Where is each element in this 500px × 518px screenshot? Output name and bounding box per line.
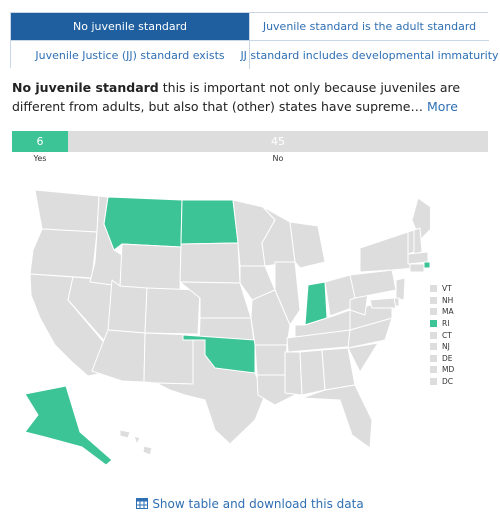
legend-swatch [430,354,437,362]
legend-item-md[interactable]: MD [430,364,454,376]
legend-item-ri[interactable]: RI [430,318,454,330]
state-nj[interactable] [395,277,406,301]
bar-labels: Yes No [12,154,488,163]
state-wy[interactable] [119,243,182,292]
legend-label: MA [442,307,454,317]
state-wa[interactable] [34,189,100,233]
small-states-legend: VT NH MA RI CT NJ DE MD DC [430,283,454,387]
no-segment[interactable]: 45 [68,131,488,152]
state-sd[interactable] [179,242,241,284]
state-sc[interactable] [347,342,379,373]
state-pa[interactable] [349,269,397,299]
legend-label: RI [442,319,450,329]
state-hi[interactable] [119,429,153,456]
legend-swatch [430,308,437,316]
show-table-label: Show table and download this data [152,497,364,511]
more-link[interactable]: More [426,99,458,114]
legend-label: NH [442,295,454,305]
tab-juvenile-adult-standard[interactable]: Juvenile standard is the adult standard [250,13,489,41]
state-ar[interactable] [254,344,288,376]
legend-item-de[interactable]: DE [430,353,454,365]
state-or[interactable] [29,228,98,279]
legend-label: MD [442,365,455,375]
state-ms[interactable] [284,351,303,396]
state-fl[interactable] [301,384,373,449]
legend-label: NJ [442,342,450,352]
legend-swatch [430,331,437,339]
us-state-map [24,189,430,466]
legend-item-vt[interactable]: VT [430,283,454,295]
yes-label: Yes [33,154,47,163]
state-ga[interactable] [321,347,356,391]
state-nm[interactable] [143,332,194,385]
state-ri[interactable] [423,261,430,269]
no-label: No [272,154,284,163]
legend-swatch [430,378,437,386]
legend-item-ct[interactable]: CT [430,329,454,341]
state-ak[interactable] [24,385,113,466]
filter-tabs: No juvenile standard Juvenile standard i… [10,12,499,69]
state-il[interactable] [274,261,301,326]
yes-count: 6 [36,135,44,148]
no-count: 45 [271,135,285,148]
state-nd[interactable] [180,199,239,245]
state-ny[interactable] [359,231,416,273]
state-vt[interactable] [407,229,415,255]
description-title: No juvenile standard [12,80,159,95]
legend-label: DC [442,377,454,387]
state-ut[interactable] [107,279,148,334]
legend-swatch [430,343,437,351]
state-tx[interactable] [155,339,266,445]
state-mt[interactable] [103,196,183,251]
state-ct[interactable] [409,263,425,273]
table-icon [136,498,149,509]
legend-item-nh[interactable]: NH [430,295,454,307]
show-table-link[interactable]: Show table and download this data [0,497,500,511]
state-al[interactable] [299,349,326,396]
legend-label: VT [442,284,452,294]
legend-label: CT [442,330,452,340]
legend-swatch [430,366,437,374]
tab-jj-developmental-immaturity[interactable]: JJ standard includes developmental immat… [240,41,499,69]
state-nh[interactable] [413,227,423,255]
legend-label: DE [442,353,453,363]
legend-swatch [430,285,437,293]
description-text: this is important not only because juven… [12,80,461,114]
legend-swatch [430,296,437,304]
description: No juvenile standard this is important n… [12,78,490,116]
state-mi[interactable] [289,221,326,269]
state-co[interactable] [144,287,201,335]
yes-no-bar: 6 45 [12,131,488,152]
legend-item-ma[interactable]: MA [430,306,454,318]
legend-item-nj[interactable]: NJ [430,341,454,353]
tab-jj-standard-exists[interactable]: Juvenile Justice (JJ) standard exists [11,41,250,69]
tab-no-juvenile-standard[interactable]: No juvenile standard [11,13,250,41]
legend-swatch [430,320,437,328]
legend-item-dc[interactable]: DC [430,376,454,388]
state-md[interactable] [369,297,397,309]
yes-segment[interactable]: 6 [12,131,68,152]
